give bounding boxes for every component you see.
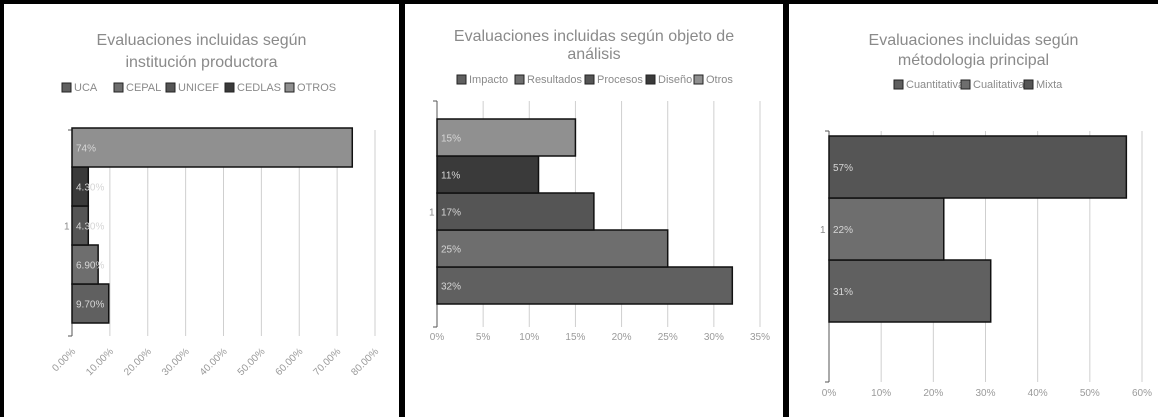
chart-title-line: Evaluaciones incluidas según [869, 32, 1079, 49]
bar-cepal [71, 244, 99, 285]
x-tick-label: 30% [975, 388, 995, 399]
legend-entry: Procesos [597, 74, 643, 86]
data-label: 74% [76, 144, 96, 155]
legend-swatch [61, 82, 72, 93]
category-label: 1 [64, 222, 70, 233]
bar-resultados [436, 229, 669, 268]
bar-cuantitativa [828, 259, 992, 323]
x-tick-label: 0.00% [50, 346, 78, 374]
bar-mixta [828, 135, 1128, 199]
x-tick-label: 20% [923, 388, 943, 399]
data-label: 31% [833, 287, 853, 298]
data-label: 11% [441, 171, 460, 182]
legend-entry: OTROS [297, 82, 336, 94]
bar-cualitativa [828, 197, 945, 261]
data-label: 6.90% [76, 261, 104, 272]
x-tick-label: 0% [822, 388, 837, 399]
x-tick-label: 30.00% [160, 346, 192, 378]
legend-swatch [165, 82, 176, 93]
legend-swatch [960, 79, 971, 90]
data-label: 4.30% [76, 222, 104, 233]
legend-swatch [456, 74, 467, 85]
legend-swatch [113, 82, 124, 93]
legend-entry: Diseño [658, 74, 692, 86]
data-label: 32% [441, 282, 461, 293]
legend-entry: Cuantitativa [906, 79, 965, 91]
x-tick-label: 5% [476, 332, 491, 343]
category-label: 1 [820, 225, 826, 236]
chart-title-line: Evaluaciones incluidas según [97, 32, 307, 49]
legend-swatch [893, 79, 904, 90]
x-tick-label: 35% [750, 332, 770, 343]
chart-metodologia: Evaluaciones incluidas según métodologia … [820, 32, 1152, 399]
chart-title-line: Evaluaciones incluidas según objeto de [454, 28, 734, 45]
bar-procesos [436, 192, 595, 231]
data-label: 57% [833, 163, 853, 174]
legend-entry: Resultados [527, 74, 583, 86]
x-tick-label: 30% [704, 332, 724, 343]
x-tick-label: 40% [1028, 388, 1048, 399]
chart-objeto: Evaluaciones incluidas según objeto dean… [429, 28, 770, 343]
legend-entry: CEDLAS [237, 82, 281, 94]
legend-entry: UCA [74, 82, 98, 94]
legend-swatch [584, 74, 595, 85]
bar-otros [436, 118, 577, 157]
chart-panel-objeto: Evaluaciones incluidas según objeto de an… [405, 4, 783, 417]
x-tick-label: 10.00% [84, 346, 116, 378]
data-label: 22% [833, 225, 853, 236]
x-tick-label: 50.00% [236, 346, 268, 378]
legend-entry: CEPAL [126, 82, 161, 94]
chart-panel-metodologia: Evaluaciones incluidas según métodologia … [789, 4, 1158, 417]
legend-entry: Cualitativa [973, 79, 1025, 91]
category-label: 1 [429, 208, 435, 219]
bar-otros [71, 127, 354, 168]
x-tick-label: 70.00% [311, 346, 343, 378]
x-tick-label: 10% [871, 388, 891, 399]
x-tick-label: 20% [612, 332, 632, 343]
legend-entry: Otros [706, 74, 733, 86]
data-label: 25% [441, 245, 461, 256]
legend-entry: Impacto [469, 74, 508, 86]
data-label: 4.30% [76, 183, 104, 194]
legend-swatch [1023, 79, 1034, 90]
legend-swatch [514, 74, 525, 85]
x-tick-label: 15% [565, 332, 585, 343]
x-tick-label: 20.00% [122, 346, 154, 378]
bar-uca [71, 283, 110, 324]
bar-diseño [436, 155, 540, 194]
x-tick-label: 60.00% [274, 346, 306, 378]
x-tick-label: 0% [430, 332, 445, 343]
x-tick-label: 40.00% [198, 346, 230, 378]
data-label: 15% [441, 134, 461, 145]
bar-impacto [436, 266, 734, 305]
chart-panel-institucion: Evaluaciones incluidas según institución … [4, 4, 399, 417]
legend-entry: Mixta [1036, 79, 1063, 91]
x-tick-label: 80.00% [349, 346, 381, 378]
chart-title-line: análisis [567, 46, 620, 63]
x-tick-label: 25% [658, 332, 678, 343]
legend-swatch [224, 82, 235, 93]
legend-swatch [693, 74, 704, 85]
legend-swatch [645, 74, 656, 85]
data-label: 9.70% [76, 300, 104, 311]
legend-swatch [284, 82, 295, 93]
x-tick-label: 50% [1080, 388, 1100, 399]
chart-title-line: métodologia principal [898, 52, 1049, 69]
legend-entry: UNICEF [178, 82, 219, 94]
data-label: 17% [441, 208, 461, 219]
chart-institucion: Evaluaciones incluidas según institución … [50, 32, 381, 378]
x-tick-label: 60% [1132, 388, 1152, 399]
x-tick-label: 10% [519, 332, 539, 343]
chart-title-line: institución productora [125, 54, 277, 71]
